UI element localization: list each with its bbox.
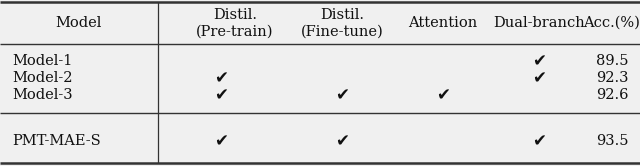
Text: Model-1: Model-1 [12,54,72,68]
Text: 92.3: 92.3 [596,71,628,85]
Text: ✔: ✔ [335,86,349,104]
Text: Acc.(%): Acc.(%) [584,16,640,30]
Text: ✔: ✔ [214,132,228,150]
Text: ✔: ✔ [532,69,547,87]
Text: Attention: Attention [408,16,477,30]
Text: ✔: ✔ [532,52,547,70]
Text: Model-2: Model-2 [12,71,72,85]
Text: ✔: ✔ [532,132,547,150]
Text: Model: Model [56,16,102,30]
Text: ✔: ✔ [214,86,228,104]
Text: Dual-branch: Dual-branch [493,16,585,30]
Text: 89.5: 89.5 [596,54,628,68]
Text: PMT-MAE-S: PMT-MAE-S [12,134,100,148]
Text: 93.5: 93.5 [596,134,628,148]
Text: ✔: ✔ [436,86,450,104]
Text: ✔: ✔ [214,69,228,87]
Text: Distil.
(Fine-tune): Distil. (Fine-tune) [301,8,383,38]
Text: 92.6: 92.6 [596,88,628,102]
Text: Model-3: Model-3 [12,88,72,102]
Text: Distil.
(Pre-train): Distil. (Pre-train) [196,8,274,38]
Text: ✔: ✔ [335,132,349,150]
